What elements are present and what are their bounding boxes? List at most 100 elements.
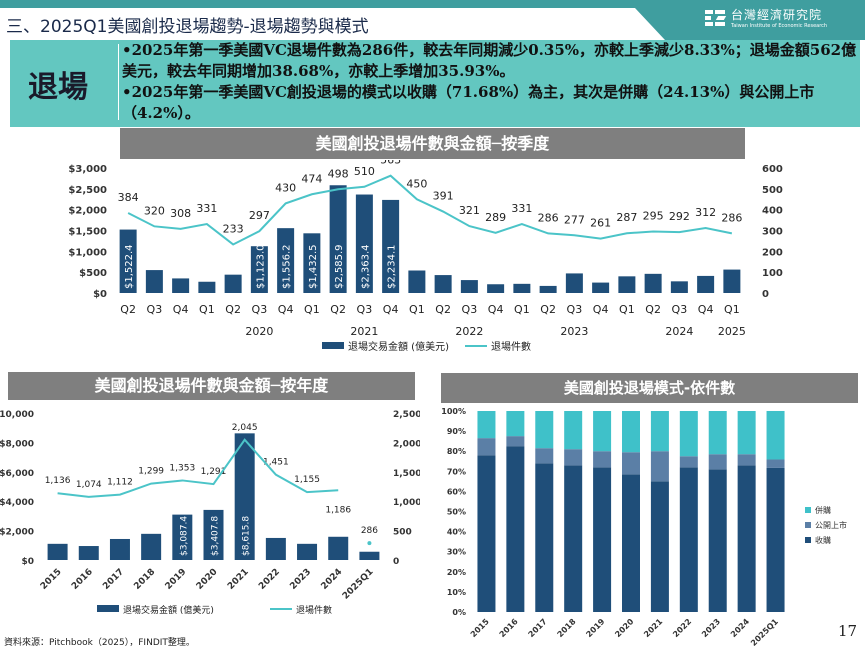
line-value-label: 384 bbox=[118, 191, 139, 204]
year-label: 2025 bbox=[718, 325, 746, 338]
year-label: 2024 bbox=[665, 325, 693, 338]
line-value-label: 277 bbox=[564, 213, 585, 226]
bar-value-label: $1,556.2 bbox=[282, 244, 293, 289]
x-axis-tick: Q3 bbox=[567, 303, 583, 316]
line-value-label: 286 bbox=[721, 211, 742, 224]
x-axis-tick: 2019 bbox=[164, 567, 189, 592]
left-axis-tick: $500 bbox=[79, 268, 107, 279]
x-axis-tick: Q4 bbox=[593, 303, 609, 316]
count-line bbox=[57, 438, 339, 498]
count-line bbox=[127, 174, 733, 246]
stacked-segment-收購 bbox=[679, 467, 698, 612]
line-value-label: 2,045 bbox=[232, 423, 258, 433]
year-label: 2022 bbox=[455, 325, 483, 338]
stacked-segment-公開上市 bbox=[564, 449, 583, 466]
bar bbox=[382, 199, 400, 293]
x-axis-tick: Q3 bbox=[672, 303, 688, 316]
bar bbox=[145, 270, 163, 293]
x-axis-tick: Q4 bbox=[383, 303, 399, 316]
right-axis-tick: 300 bbox=[762, 227, 783, 238]
stacked-segment-併購 bbox=[622, 411, 640, 453]
legend-label: 併購 bbox=[815, 505, 831, 515]
bar bbox=[565, 273, 583, 293]
bar bbox=[408, 270, 426, 293]
right-axis-tick: 500 bbox=[393, 528, 412, 538]
bar bbox=[250, 246, 268, 293]
bar-value-label: $1,522.4 bbox=[124, 244, 135, 289]
stacked-segment-收購 bbox=[622, 474, 640, 612]
x-axis-tick: Q3 bbox=[357, 303, 373, 316]
x-axis-tick: Q4 bbox=[698, 303, 714, 316]
bar bbox=[109, 538, 130, 560]
x-axis-tick: Q2 bbox=[225, 303, 241, 316]
bar bbox=[644, 273, 662, 293]
bar bbox=[328, 536, 349, 560]
stacked-segment-公開上市 bbox=[477, 438, 496, 456]
bar-value-label: $1,432.5 bbox=[308, 244, 319, 289]
bar-value-label: $2,585.9 bbox=[334, 244, 345, 289]
left-axis-tick: $8,000 bbox=[0, 439, 34, 449]
line-value-label: 292 bbox=[669, 210, 690, 223]
line-value-label: 1,112 bbox=[107, 478, 133, 488]
bar bbox=[434, 275, 452, 293]
x-axis-tick: Q2 bbox=[645, 303, 661, 316]
stacked-segment-公開上市 bbox=[766, 459, 785, 468]
left-axis-tick: $1,000 bbox=[68, 247, 107, 258]
right-axis-tick: 200 bbox=[762, 247, 783, 258]
stacked-segment-公開上市 bbox=[679, 456, 698, 468]
line-value-label: 297 bbox=[249, 209, 270, 222]
stacked-segment-收購 bbox=[766, 467, 785, 612]
bar bbox=[297, 543, 318, 560]
legend-line-label: 退場件數 bbox=[296, 604, 332, 616]
annual-chart: $0 $2,000 $4,000 $6,000 $8,000 $10,000 0 500 1,0… bbox=[0, 410, 420, 616]
bar bbox=[172, 514, 193, 560]
left-axis-tick: $2,500 bbox=[68, 185, 107, 196]
y-axis-tick: 30% bbox=[447, 548, 466, 557]
stacked-segment-併購 bbox=[506, 411, 525, 437]
x-axis-tick: 2023 bbox=[288, 567, 313, 592]
stacked-segment-收購 bbox=[535, 463, 554, 612]
bar bbox=[303, 233, 321, 293]
x-axis-tick: Q2 bbox=[120, 303, 136, 316]
summary-text: •2025年第一季美國VC退場件數為286件，較去年同期減少0.35%，亦較上季… bbox=[122, 40, 857, 124]
legend-swatch bbox=[805, 507, 811, 513]
x-axis-tick: 2020 bbox=[613, 617, 635, 639]
bar bbox=[224, 274, 242, 293]
x-axis-tick: 2017 bbox=[527, 617, 549, 639]
bar bbox=[78, 546, 99, 560]
bar bbox=[592, 282, 610, 293]
stacked-segment-收購 bbox=[477, 455, 496, 612]
x-axis-tick: 2016 bbox=[70, 567, 95, 592]
stacked-segment-併購 bbox=[535, 411, 554, 449]
stacked-segment-公開上市 bbox=[593, 451, 612, 468]
right-axis-tick: 600 bbox=[762, 164, 783, 175]
bar bbox=[513, 283, 531, 293]
y-axis-tick: 10% bbox=[447, 588, 466, 597]
line-value-label: 261 bbox=[590, 217, 611, 230]
line-value-label: 1,155 bbox=[294, 475, 320, 485]
annual-chart-title: 美國創投退場件數與金額─按年度 bbox=[8, 372, 415, 400]
right-axis-tick: 400 bbox=[762, 206, 783, 217]
x-axis-tick: Q4 bbox=[488, 303, 504, 316]
left-axis-tick: $4,000 bbox=[0, 498, 34, 508]
left-axis-tick: $1,500 bbox=[68, 227, 107, 238]
bar-value-label: $3,087.4 bbox=[179, 516, 189, 556]
x-axis-tick: 2020 bbox=[195, 567, 220, 592]
bar bbox=[198, 281, 216, 293]
line-value-label: 1,074 bbox=[76, 480, 102, 490]
bar bbox=[539, 285, 557, 293]
x-axis-tick: Q1 bbox=[514, 303, 530, 316]
legend-label: 收購 bbox=[815, 535, 831, 545]
bar-value-label: $2,363.4 bbox=[360, 244, 371, 289]
x-axis-tick: 2017 bbox=[101, 567, 126, 592]
y-axis-tick: 80% bbox=[447, 447, 466, 456]
line-value-label: 1,353 bbox=[169, 463, 195, 473]
legend-label: 公開上市 bbox=[815, 520, 847, 530]
x-axis-tick: 2024 bbox=[729, 617, 751, 639]
x-axis-tick: 2022 bbox=[257, 567, 282, 592]
year-label: 2021 bbox=[350, 325, 378, 338]
bar-value-label: $1,123.0 bbox=[255, 244, 266, 289]
stacked-segment-併購 bbox=[766, 410, 785, 460]
x-axis-tick: 2016 bbox=[498, 617, 520, 639]
bar bbox=[697, 275, 715, 293]
